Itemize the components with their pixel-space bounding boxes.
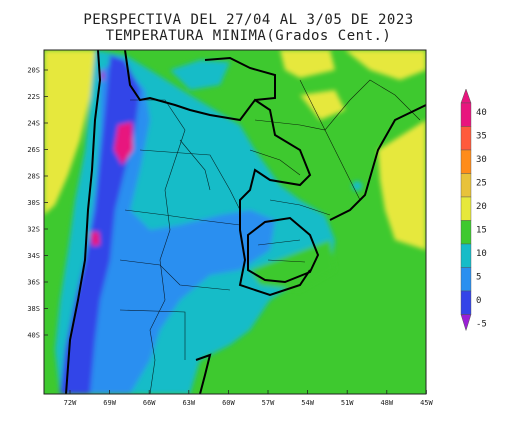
- colorbar-segment: [460, 267, 472, 292]
- colorbar-segment: [460, 290, 472, 315]
- colorbar-label: 10: [476, 249, 487, 259]
- lat-tick-label: 40S: [27, 332, 40, 340]
- colorbar-segment: [460, 196, 472, 221]
- colorbar-label: 25: [476, 179, 487, 189]
- latitude-axis: 20S 22S 24S 26S 28S 30S 32S 34S 36S 38S 40S: [27, 67, 48, 340]
- lat-tick-label: 34S: [27, 252, 40, 260]
- lat-tick-label: 26S: [27, 146, 40, 154]
- colorbar-top-arrow: [460, 88, 472, 104]
- lon-tick-label: 54W: [301, 399, 314, 407]
- lat-tick-label: 38S: [27, 305, 40, 313]
- lon-tick-label: 48W: [380, 399, 393, 407]
- lat-tick-label: 20S: [27, 67, 40, 75]
- colorbar-label: 20: [476, 202, 487, 212]
- colorbar-label: 40: [476, 108, 487, 118]
- colorbar: 40 35 30 25 20 15 10 5 0 -5: [460, 88, 487, 332]
- map-title: PERSPECTIVA DEL 27/04 AL 3/05 DE 2023: [83, 12, 414, 28]
- colorbar-label: 0: [476, 296, 481, 306]
- lon-tick-label: 60W: [222, 399, 235, 407]
- colorbar-bottom-arrow: [460, 314, 472, 332]
- lat-tick-label: 24S: [27, 120, 40, 128]
- temperature-fill: [44, 50, 426, 394]
- colorbar-segment: [460, 243, 472, 268]
- lon-tick-label: 72W: [64, 399, 77, 407]
- longitude-axis: 72W 69W 66W 63W 60W 57W 54W 51W 48W 45W: [64, 390, 434, 407]
- colorbar-segment: [460, 126, 472, 151]
- lat-tick-label: 32S: [27, 226, 40, 234]
- colorbar-label: 30: [476, 155, 487, 165]
- lon-tick-label: 66W: [143, 399, 156, 407]
- map-subtitle: TEMPERATURA MINIMA(Grados Cent.): [105, 28, 392, 44]
- colorbar-label: -5: [476, 320, 487, 330]
- colorbar-label: 15: [476, 226, 487, 236]
- colorbar-label: 35: [476, 132, 487, 142]
- lon-tick-label: 63W: [182, 399, 195, 407]
- lon-tick-label: 45W: [420, 399, 433, 407]
- lon-tick-label: 51W: [341, 399, 354, 407]
- lat-tick-label: 22S: [27, 93, 40, 101]
- colorbar-segment: [460, 220, 472, 245]
- colorbar-segment: [460, 102, 472, 127]
- lat-tick-label: 30S: [27, 199, 40, 207]
- lon-tick-label: 57W: [262, 399, 275, 407]
- lat-tick-label: 28S: [27, 173, 40, 181]
- colorbar-segment: [460, 149, 472, 174]
- colorbar-label: 5: [476, 273, 481, 283]
- lon-tick-label: 69W: [103, 399, 116, 407]
- colorbar-segment: [460, 173, 472, 198]
- lat-tick-label: 36S: [27, 279, 40, 287]
